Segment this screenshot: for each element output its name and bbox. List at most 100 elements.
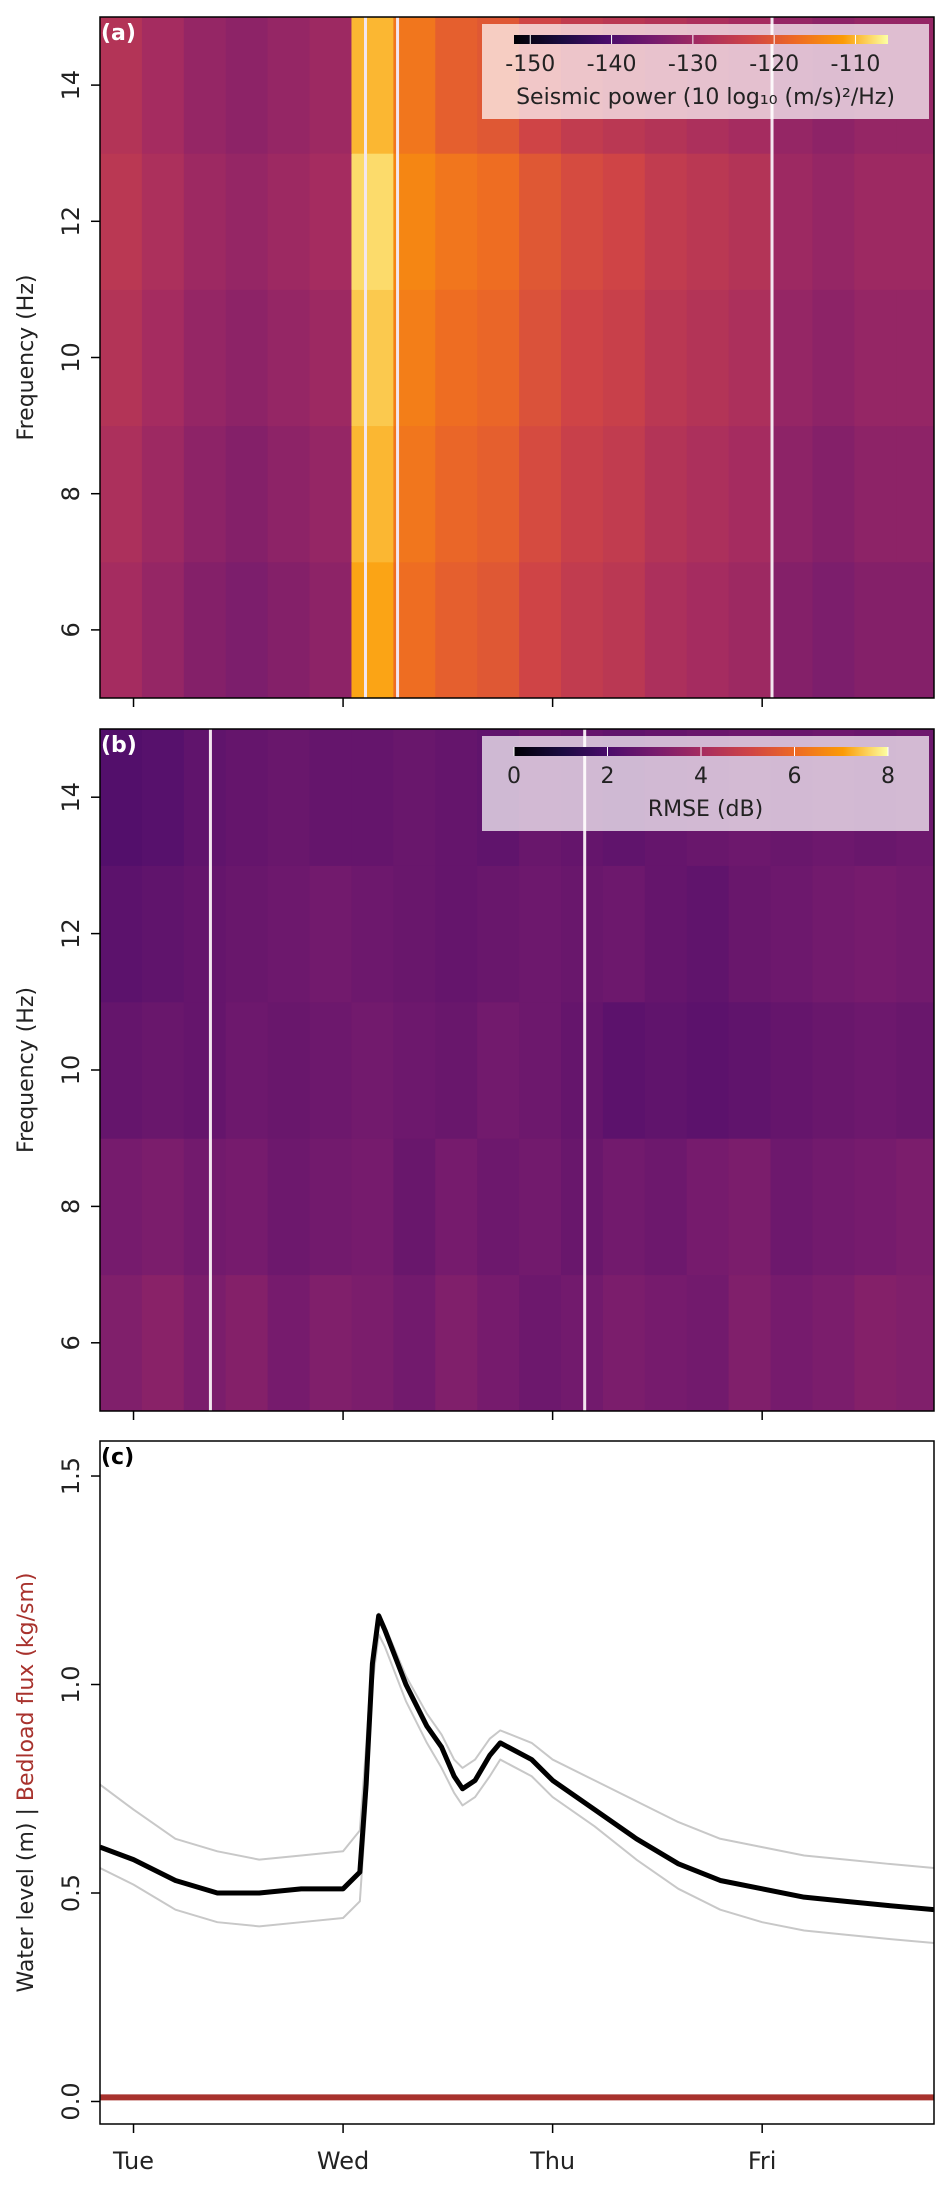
heatmap-cell: [100, 561, 143, 698]
y-axis-label: Frequency (Hz): [14, 275, 39, 441]
heatmap-cell: [477, 561, 520, 698]
heatmap-cell: [686, 561, 730, 698]
heatmap-cell: [854, 561, 897, 698]
heatmap-cell: [393, 865, 436, 1003]
heatmap-cell: [728, 1001, 772, 1139]
y-tick-label: 1.5: [57, 1457, 85, 1495]
heatmap-cell: [309, 865, 352, 1003]
colorbar-label: RMSE (dB): [648, 797, 763, 822]
heatmap-cell: [183, 1274, 227, 1411]
heatmap-cell: [309, 1274, 352, 1411]
heatmap-cell: [435, 865, 478, 1003]
heatmap-cell: [728, 425, 772, 563]
heatmap-cell: [141, 561, 185, 698]
heatmap-cell: [477, 1001, 520, 1139]
colorbar-tick-label: -130: [668, 52, 718, 77]
heatmap-cell: [728, 1138, 772, 1276]
heatmap-cell: [770, 425, 813, 563]
heatmap-cell: [183, 425, 227, 563]
heatmap-cell: [812, 1138, 855, 1276]
heatmap-cell: [141, 153, 185, 290]
heatmap-cell: [602, 425, 646, 563]
heatmap-cell: [896, 1274, 934, 1411]
heatmap-cell: [267, 729, 311, 866]
y-axis-label-part: Water level (m): [14, 1823, 39, 1993]
heatmap-cell: [225, 17, 269, 154]
heatmap-cell: [393, 729, 436, 866]
heatmap-cell: [561, 865, 604, 1003]
heatmap-cell: [602, 153, 646, 290]
heatmap-cell: [770, 865, 813, 1003]
y-axis-label-part: Bedload flux (kg/sm): [14, 1573, 39, 1802]
heatmap-cell: [309, 729, 352, 866]
heatmap-cell: [602, 1138, 646, 1276]
heatmap-cell: [812, 1001, 855, 1139]
heatmap-cell: [183, 1001, 227, 1139]
heatmap-cell: [309, 425, 352, 563]
heatmap-cell: [183, 153, 227, 290]
heatmap-cell: [644, 153, 688, 290]
heatmap-cell: [686, 289, 730, 427]
heatmap-cell: [183, 17, 227, 154]
heatmap-cell: [812, 1274, 855, 1411]
heatmap-cell: [351, 153, 394, 290]
y-tick-label: 12: [57, 206, 85, 237]
heatmap-cell: [309, 561, 352, 698]
heatmap-cell: [602, 289, 646, 427]
heatmap-cell: [561, 561, 604, 698]
colorbar-tick-label: -120: [749, 52, 799, 77]
heatmap-cell: [435, 425, 478, 563]
heatmap-cell: [267, 561, 311, 698]
heatmap-cell: [309, 1138, 352, 1276]
heatmap-cell: [309, 289, 352, 427]
plot-frame: [99, 1440, 935, 2125]
heatmap-cell: [728, 289, 772, 427]
colorbar: [514, 35, 888, 44]
heatmap-cell: [393, 1274, 436, 1411]
heatmap-cell: [896, 289, 934, 427]
heatmap-cell: [100, 17, 143, 154]
y-tick-label: 0.5: [57, 1874, 85, 1912]
heatmap-cell: [225, 865, 269, 1003]
heatmap-cell: [896, 561, 934, 698]
y-tick-label: 1.0: [57, 1665, 85, 1703]
heatmap-cell: [141, 1274, 185, 1411]
heatmap-cell: [351, 289, 394, 427]
x-tick-label: Fri: [748, 2147, 777, 2175]
heatmap-cell: [728, 1274, 772, 1411]
heatmap-cell: [812, 561, 855, 698]
heatmap-cell: [519, 1138, 562, 1276]
x-tick-label: Thu: [529, 2147, 575, 2175]
heatmap-cell: [141, 1001, 185, 1139]
heatmap-cell: [602, 865, 646, 1003]
heatmap-cell: [896, 1001, 934, 1139]
heatmap-cell: [267, 865, 311, 1003]
heatmap-cell: [854, 153, 897, 290]
colorbar-tick-label: 0: [507, 764, 521, 789]
heatmap-cell: [854, 1001, 897, 1139]
heatmap-cell: [351, 425, 394, 563]
heatmap-cell: [686, 1001, 730, 1139]
series-line: [100, 1612, 934, 1869]
heatmap-cell: [267, 1138, 311, 1276]
heatmap-cell: [183, 289, 227, 427]
heatmap-cell: [183, 561, 227, 698]
heatmap-cell: [435, 1001, 478, 1139]
heatmap-cell: [141, 729, 185, 866]
heatmap-cell: [225, 729, 269, 866]
y-tick-label: 10: [57, 342, 85, 373]
heatmap-cell: [100, 1274, 143, 1411]
y-tick-label: 0.0: [57, 2082, 85, 2120]
heatmap-cell: [100, 729, 143, 866]
heatmap-cell: [267, 425, 311, 563]
colorbar-label: Seismic power (10 log₁₀ (m/s)²/Hz): [516, 85, 895, 110]
heatmap-cell: [728, 561, 772, 698]
heatmap-cell: [561, 153, 604, 290]
heatmap-cell: [100, 1001, 143, 1139]
heatmap-cell: [267, 1001, 311, 1139]
heatmap-cell: [896, 153, 934, 290]
panel-label: (b): [101, 733, 137, 758]
heatmap-cell: [141, 17, 185, 154]
heatmap-cell: [100, 425, 143, 563]
heatmap-cell: [561, 1001, 604, 1139]
